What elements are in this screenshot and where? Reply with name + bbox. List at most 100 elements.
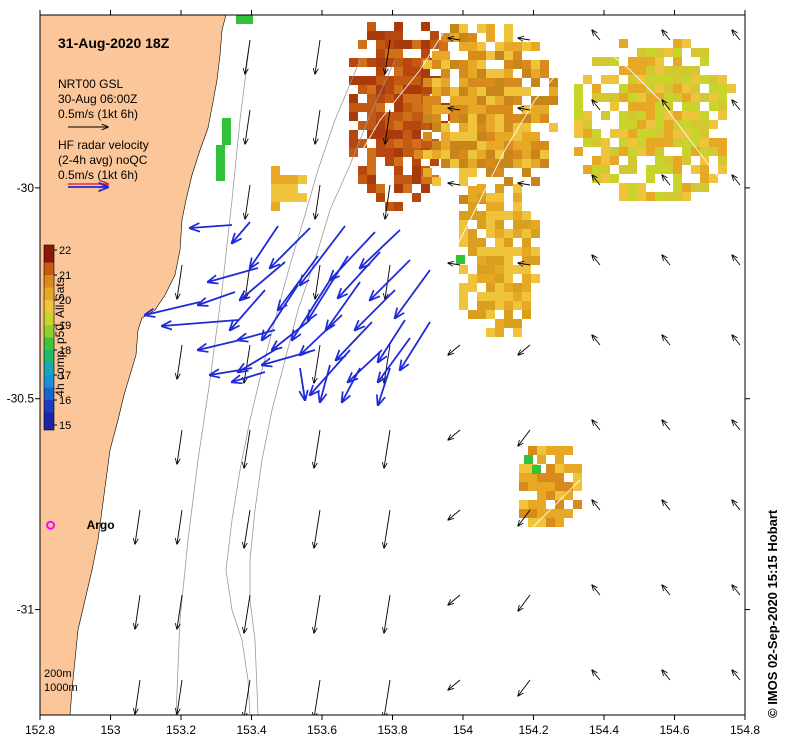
model-arrow xyxy=(592,585,601,596)
sst-pixel xyxy=(423,78,432,87)
sst-pixel xyxy=(583,165,592,174)
sst-pixel xyxy=(540,150,549,159)
sst-pixel xyxy=(555,473,564,482)
sst-pixel xyxy=(637,57,646,66)
model-arrow xyxy=(592,30,601,41)
sst-pixel xyxy=(504,150,513,159)
radar-arrow xyxy=(198,291,236,305)
sst-pixel xyxy=(450,96,459,105)
map-title: 31-Aug-2020 18Z xyxy=(58,35,170,51)
sst-pixel xyxy=(394,85,403,94)
sst-pixel xyxy=(468,193,477,202)
sst-pixel xyxy=(394,184,403,193)
sst-pixel xyxy=(528,518,537,527)
sst-pixel xyxy=(459,78,468,87)
model-arrow xyxy=(244,594,251,633)
sst-pixel xyxy=(531,229,540,238)
sst-pixel xyxy=(459,150,468,159)
model-arrow xyxy=(518,509,531,526)
sst-pixel xyxy=(495,301,504,310)
sst-pixel xyxy=(592,93,601,102)
argo-float-icon xyxy=(46,520,56,530)
sst-pixel xyxy=(682,183,691,192)
sst-pixel xyxy=(664,93,673,102)
sst-pixel xyxy=(564,482,573,491)
sst-pixel xyxy=(610,75,619,84)
sst-pixel xyxy=(537,473,546,482)
sst-pixel xyxy=(691,183,700,192)
sst-pixel xyxy=(486,301,495,310)
sst-pixel xyxy=(486,51,495,60)
x-tick-label: 154.6 xyxy=(659,723,689,737)
x-tick-label: 154.4 xyxy=(589,723,619,737)
sst-pixel xyxy=(376,121,385,130)
sst-pixel xyxy=(394,58,403,67)
sst-pixel xyxy=(504,96,513,105)
colorbar-swatch xyxy=(44,412,54,430)
sst-pixel xyxy=(459,87,468,96)
sst-pixel xyxy=(504,78,513,87)
sst-pixel xyxy=(459,168,468,177)
sst-pixel xyxy=(531,96,540,105)
sst-pixel xyxy=(367,148,376,157)
sst-pixel xyxy=(477,159,486,168)
sst-pixel xyxy=(583,120,592,129)
y-tick-label: -30 xyxy=(17,181,35,195)
model-arrow xyxy=(448,38,461,40)
sst-pixel xyxy=(486,96,495,105)
sst-pixel xyxy=(564,491,573,500)
sst-pixel xyxy=(601,111,610,120)
model-arrow xyxy=(315,39,321,74)
sst-pixel xyxy=(700,93,709,102)
sst-pixel xyxy=(646,120,655,129)
sst-pixel xyxy=(403,130,412,139)
sst-pixel xyxy=(385,85,394,94)
sst-pixel xyxy=(555,464,564,473)
sst-pixel xyxy=(468,51,477,60)
sst-pixel xyxy=(574,102,583,111)
sst-pixel xyxy=(450,114,459,123)
sst-pixel xyxy=(468,202,477,211)
colorbar-tick-label: 15 xyxy=(59,420,71,432)
model-arrow xyxy=(592,255,601,266)
sst-pixel xyxy=(619,192,628,201)
sst-pixel xyxy=(367,31,376,40)
sst-pixel xyxy=(459,177,468,186)
sst-pixel xyxy=(504,211,513,220)
sst-pixel xyxy=(522,265,531,274)
radar-arrow xyxy=(278,255,319,310)
sst-pixel xyxy=(486,310,495,319)
colorbar-tick-label: 19 xyxy=(59,320,71,332)
sst-pixel xyxy=(546,482,555,491)
sst-pixel xyxy=(403,112,412,121)
sst-pixel xyxy=(477,265,486,274)
sst-pixel xyxy=(583,129,592,138)
sst-pixel xyxy=(574,111,583,120)
sst-pixel xyxy=(549,87,558,96)
sst-pixel xyxy=(583,75,592,84)
sst-pixel xyxy=(628,129,637,138)
sst-pixel xyxy=(504,229,513,238)
sst-pixel xyxy=(522,220,531,229)
sst-pixel xyxy=(459,33,468,42)
sst-pixel xyxy=(537,446,546,455)
model-velocity-arrows xyxy=(135,30,741,715)
colorbar-frame xyxy=(43,244,55,431)
sst-pixel xyxy=(477,292,486,301)
sst-pixel xyxy=(700,75,709,84)
sst-pixel xyxy=(682,39,691,48)
sst-pixel xyxy=(349,139,358,148)
sst-pixel xyxy=(531,114,540,123)
sst-pixel xyxy=(592,129,601,138)
sst-pixel xyxy=(664,75,673,84)
sst-pixel xyxy=(637,192,646,201)
sst-pixel xyxy=(441,33,450,42)
sst-pixel xyxy=(385,148,394,157)
sst-pixel xyxy=(522,301,531,310)
sst-pixel xyxy=(394,202,403,211)
sst-pixel xyxy=(468,141,477,150)
model-arrow xyxy=(135,509,141,544)
sst-pixel xyxy=(522,283,531,292)
sst-pixel xyxy=(513,159,522,168)
model-arrow xyxy=(448,594,461,605)
